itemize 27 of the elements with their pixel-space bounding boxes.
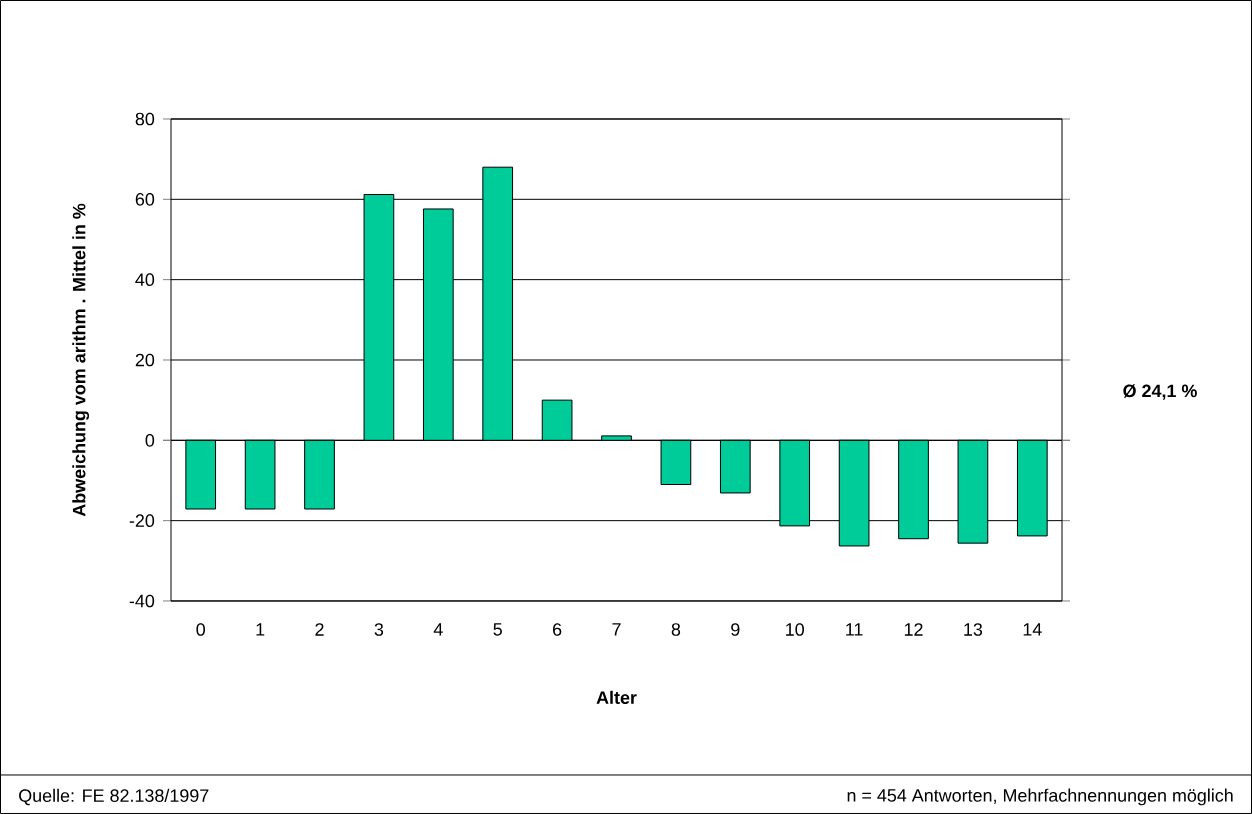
x-tick-label: 0 (196, 623, 205, 636)
x-tick-label: 14 (1023, 623, 1042, 636)
source-note: Quelle: FE 82.138/1997 (19, 788, 209, 806)
y-tick-label: 0 (145, 433, 155, 447)
x-tick-label: 4 (433, 623, 443, 636)
x-tick-label: 12 (904, 623, 923, 636)
y-tick-label: 80 (135, 112, 155, 126)
x-tick-label: 9 (731, 623, 740, 636)
x-tick-label: 6 (553, 623, 562, 636)
x-tick-label: 5 (493, 623, 502, 636)
y-tick-label: -40 (129, 594, 155, 608)
x-axis-title: Alter (596, 690, 637, 704)
text: Ø 24,1 % (1123, 384, 1197, 400)
x-tick-label: 10 (786, 623, 804, 636)
y-tick-label: -20 (129, 514, 155, 527)
x-tick-label: 8 (671, 623, 681, 636)
y-tick-label: 20 (135, 353, 155, 367)
x-tick-label: 1 (256, 623, 265, 636)
y-tick-label: 60 (135, 192, 155, 206)
x-tick-label: 13 (964, 623, 983, 636)
x-tick-label: 11 (846, 623, 863, 636)
x-tick-label: 2 (315, 623, 324, 636)
y-tick-label: 40 (135, 273, 155, 286)
y-axis-title: Abweichung vom arithm . Mittel in % (72, 203, 90, 517)
text: n = 454 Antworten, Mehrfachnennungen möglich (847, 788, 1233, 806)
x-tick-label: 7 (612, 623, 621, 636)
x-tick-label: 3 (374, 623, 384, 636)
